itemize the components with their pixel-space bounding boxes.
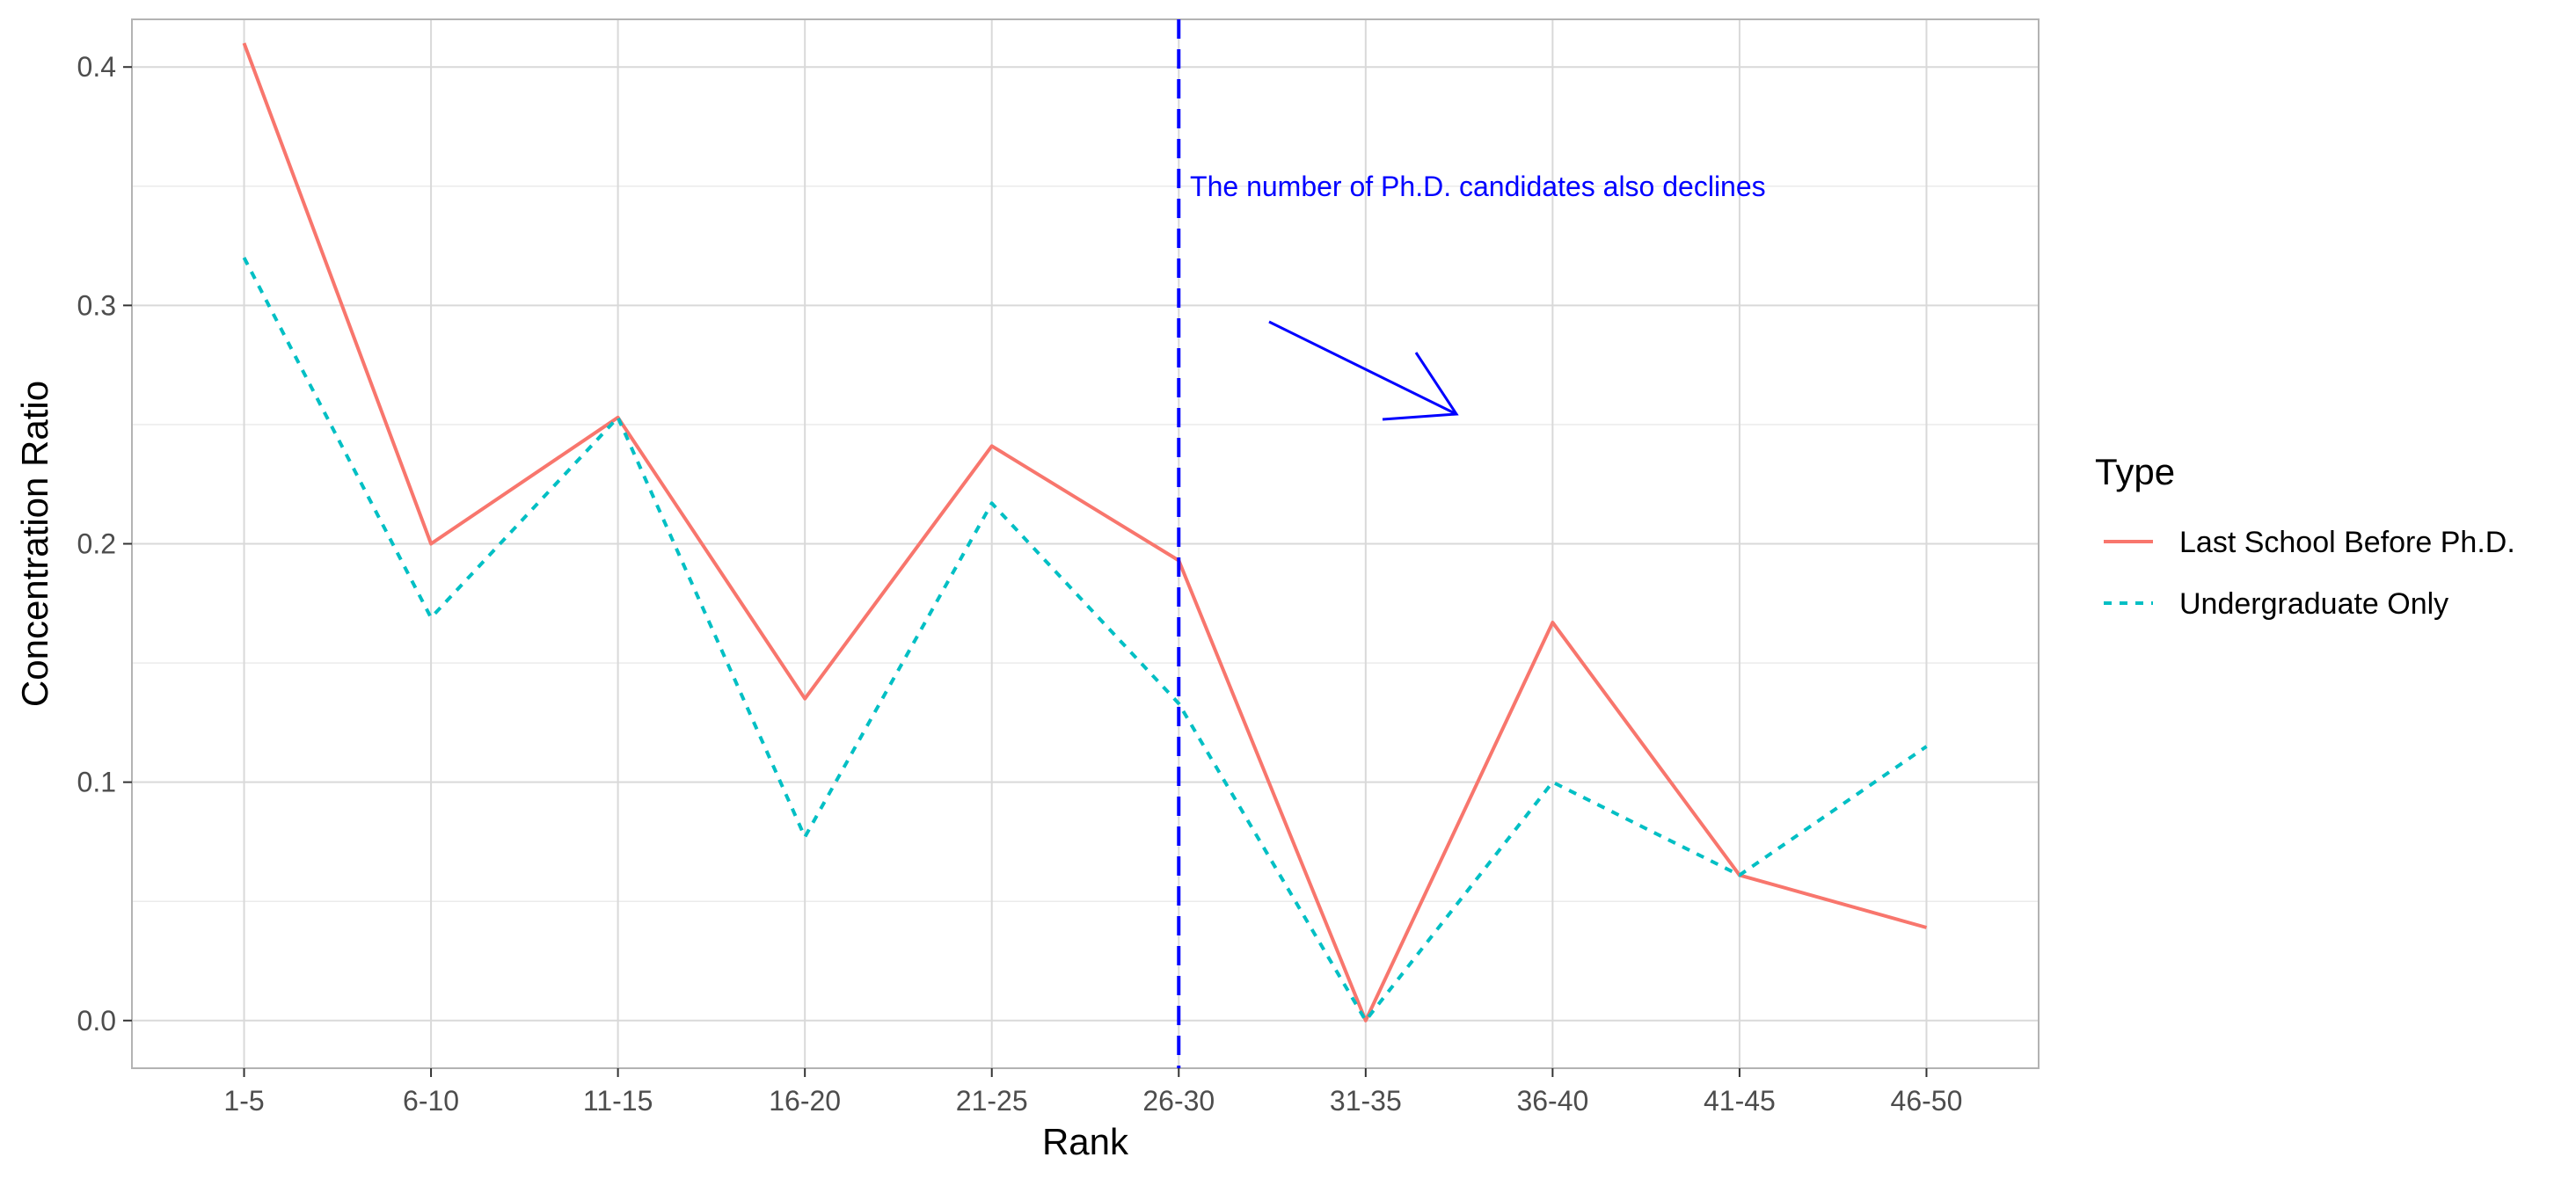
x-tick-label: 1-5 (223, 1085, 264, 1117)
major-gridlines (132, 19, 2039, 1068)
arrow-shaft (1268, 320, 1457, 416)
series-line-1 (242, 42, 1928, 1023)
y-tick-label: 0.2 (77, 528, 116, 560)
y-tick-label: 0.1 (77, 767, 116, 798)
arrow-head (1382, 352, 1459, 421)
series-line-2 (242, 257, 1928, 1023)
legend-items: Last School Before Ph.D. Undergraduate On… (2104, 526, 2515, 621)
x-tick-label: 11-15 (583, 1085, 653, 1117)
x-tick-label: 16-20 (769, 1085, 841, 1117)
legend-label-1: Last School Before Ph.D. (2179, 526, 2515, 559)
annotation-arrow-icon (1268, 320, 1459, 421)
x-axis: 1-5 6-10 11-15 16-20 21-25 26-30 31-35 36-40 41-… (223, 1068, 1962, 1117)
legend: Type Last School Before Ph.D. Undergradua… (2095, 451, 2515, 621)
y-axis: 0.0 0.1 0.2 0.3 0.4 (77, 51, 132, 1037)
series-layer (242, 42, 1928, 1023)
x-tick-label: 31-35 (1330, 1085, 1402, 1117)
x-tick-label: 41-45 (1704, 1085, 1776, 1117)
x-tick-label: 46-50 (1891, 1085, 1963, 1117)
annotation-layer: The number of Ph.D. candidates also decl… (1190, 171, 1766, 421)
x-tick-label: 26-30 (1142, 1085, 1215, 1117)
x-tick-label: 6-10 (403, 1085, 459, 1117)
annotation-text: The number of Ph.D. candidates also decl… (1190, 171, 1766, 202)
minor-gridlines (132, 186, 2039, 902)
x-axis-title: Rank (1042, 1121, 1129, 1162)
x-tick-label: 36-40 (1516, 1085, 1588, 1117)
y-tick-label: 0.3 (77, 289, 116, 321)
y-axis-title: Concentration Ratio (14, 381, 55, 707)
legend-label-2: Undergraduate Only (2179, 587, 2448, 621)
legend-title: Type (2095, 451, 2175, 492)
x-tick-label: 21-25 (956, 1085, 1028, 1117)
y-tick-label: 0.4 (77, 51, 116, 83)
y-tick-label: 0.0 (77, 1005, 116, 1037)
